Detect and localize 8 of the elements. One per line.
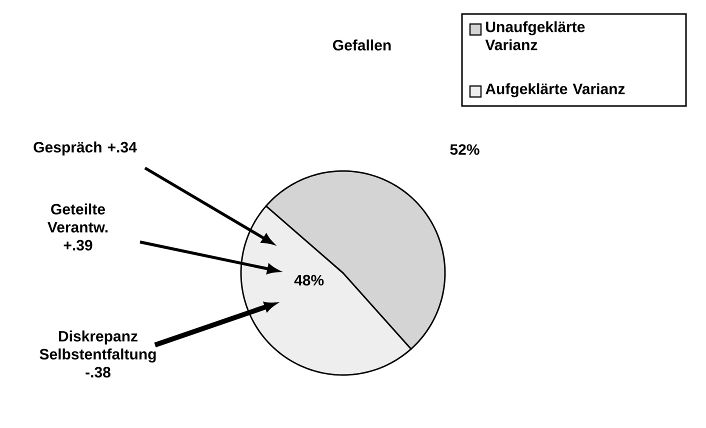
text: Geteilte Verantw. +.39: [48, 204, 108, 251]
data-label: 52%: [450, 144, 480, 155]
legend-label: Aufgeklärte Varianz: [486, 83, 625, 98]
text: Diskrepanz Selbstentfaltung -.38: [40, 330, 156, 378]
data-label: 48%: [294, 274, 324, 286]
text: Gespräch +.34: [34, 142, 137, 156]
text: Gefallen: [333, 39, 391, 50]
legend-label: Unaufgeklärte Varianz: [485, 21, 585, 50]
